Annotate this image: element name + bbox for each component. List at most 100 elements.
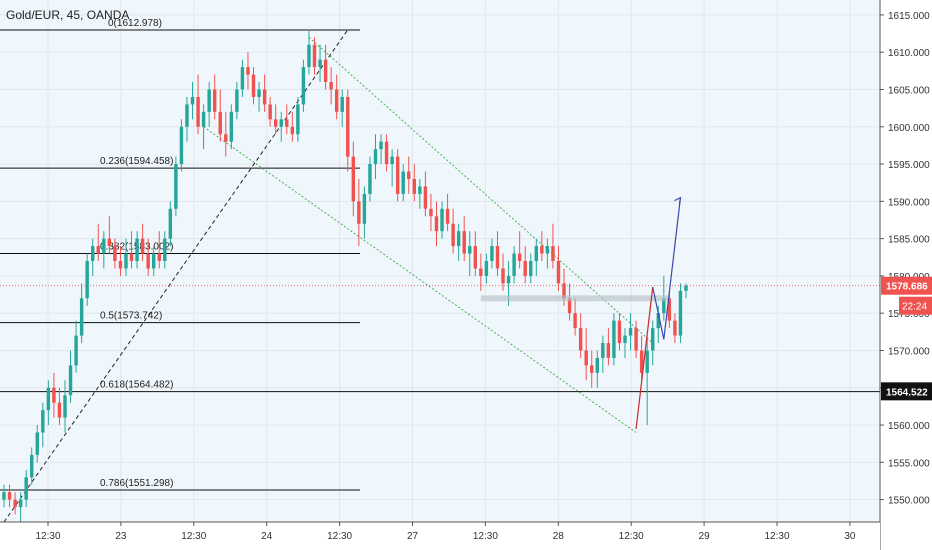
candle-body [601, 343, 605, 358]
y-tick-label: 1600.000 [888, 123, 930, 134]
y-tick-label: 1615.000 [888, 11, 930, 22]
y-tick-label: 1570.000 [888, 346, 930, 357]
candle-body [395, 156, 400, 194]
candle-body [212, 89, 217, 112]
candle-body [74, 335, 78, 366]
candle-body [584, 350, 588, 366]
candle-body [129, 253, 134, 261]
candle-body [68, 365, 73, 396]
fib-level-label: 0.786(1551.298) [100, 478, 173, 489]
candle-body [296, 104, 300, 135]
symbol-title: Gold/EUR, 45, OANDA [6, 8, 130, 22]
candle-body [41, 410, 45, 433]
x-tick-label: 27 [407, 531, 419, 542]
candle-body [24, 477, 28, 500]
candle-body [30, 454, 34, 478]
candle-body [445, 208, 450, 224]
candle-body [529, 261, 533, 276]
candle-body [545, 246, 550, 254]
x-tick-label: 12:30 [764, 531, 789, 542]
y-tick-label: 1550.000 [888, 496, 930, 507]
candle-body [190, 96, 195, 105]
x-tick-label: 12:30 [619, 531, 644, 542]
y-tick-label: 1585.000 [888, 235, 930, 246]
y-tick-label: 1610.000 [888, 48, 930, 59]
candle-body [390, 156, 394, 165]
candle-body [2, 492, 6, 500]
candle-body [667, 298, 672, 321]
x-tick-label: 12:30 [327, 531, 352, 542]
candle-body [107, 238, 112, 247]
candle-body [407, 171, 411, 179]
candle-body [79, 298, 84, 336]
candle-body [179, 126, 184, 165]
candle-body [329, 82, 333, 90]
candle-body [124, 253, 128, 269]
channel-upper-line[interactable] [308, 36, 654, 344]
candle-body [96, 246, 100, 254]
candle-body [262, 89, 267, 105]
candle-body [645, 350, 649, 373]
candle-body [157, 253, 161, 261]
candle-body [113, 246, 117, 261]
candle-body [273, 119, 278, 127]
candle-body [351, 156, 356, 202]
candle-body [628, 328, 633, 336]
candle-body [423, 186, 428, 209]
y-tick-label: 1605.000 [888, 85, 930, 96]
fib-level-label: 0.236(1594.458) [100, 156, 173, 167]
candle-body [268, 104, 272, 120]
candle-body [246, 67, 250, 75]
candle-body [285, 119, 289, 127]
candle-body [384, 141, 389, 165]
projection-arrow-segment[interactable] [663, 197, 682, 340]
x-tick-label: 28 [553, 531, 565, 542]
candle-body [118, 261, 123, 269]
candle-body [551, 246, 555, 261]
x-tick-label: 12:30 [473, 531, 498, 542]
candle-body [185, 104, 189, 127]
fib-level-label: 0(1612.978) [108, 18, 162, 29]
y-tick-label: 1560.000 [888, 421, 930, 432]
projection-arrowhead [674, 196, 682, 205]
fib-level-label: 0.618(1564.482) [100, 380, 173, 391]
level-badge [881, 382, 932, 401]
channel-lower-line[interactable] [203, 126, 637, 433]
candle-body [318, 59, 322, 68]
candle-body [63, 395, 67, 418]
candle-body [85, 261, 89, 299]
candle-body [429, 208, 433, 217]
candle-body [490, 246, 494, 261]
candle-body [257, 89, 261, 97]
trend-line-dashed[interactable] [3, 29, 349, 523]
candle-body [501, 268, 505, 284]
candle-body [334, 89, 339, 112]
candle-body [323, 59, 328, 83]
candle-body [362, 193, 367, 224]
candle-body [102, 238, 106, 254]
projection-arrow-segment[interactable] [635, 287, 654, 429]
candle-body [163, 238, 167, 261]
time-scale[interactable] [0, 522, 880, 550]
candle-body [357, 201, 361, 224]
candle-body [462, 231, 466, 254]
price-scale[interactable] [880, 0, 932, 550]
x-tick-label: 12:30 [181, 531, 206, 542]
consolidation-zone[interactable] [480, 295, 670, 302]
candle-body [451, 223, 455, 247]
x-tick-label: 23 [115, 531, 127, 542]
candle-body [7, 492, 12, 500]
candle-body [479, 268, 483, 276]
candle-body [440, 208, 444, 232]
candle-body [201, 111, 206, 127]
fib-level-label: 0.5(1573.742) [100, 311, 162, 322]
candle-body [639, 350, 644, 373]
countdown-label: 22:24 [902, 302, 927, 313]
projection-arrow-segment[interactable] [652, 286, 665, 340]
candle-body [523, 261, 527, 276]
candle-body [418, 186, 422, 194]
countdown-badge [899, 296, 932, 315]
x-tick-label: 24 [261, 531, 273, 542]
